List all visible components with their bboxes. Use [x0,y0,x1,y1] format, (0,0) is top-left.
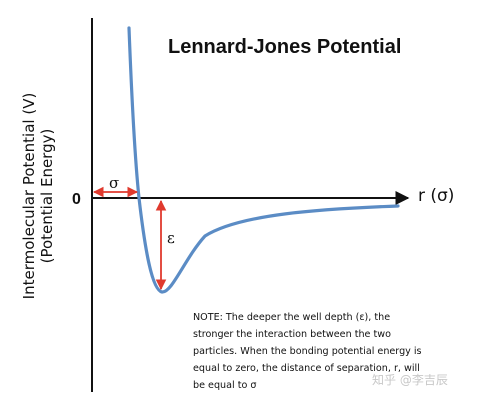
y-axis-label-line2: (Potential Energy) [38,128,56,264]
epsilon-label: ε [167,229,175,247]
sigma-label: σ [109,174,120,192]
y-axis-label: Intermolecular Potential (V) (Potential … [20,93,56,300]
zero-label: 0 [72,191,81,208]
y-axis-label-line1: Intermolecular Potential (V) [20,92,38,300]
diagram-title: Lennard-Jones Potential [168,36,402,58]
watermark: 知乎 @李吉辰 [372,373,448,387]
x-axis-label: r (σ) [418,186,455,206]
potential-curve [127,26,400,294]
note-text: NOTE: The deeper the well depth (ε), the… [193,312,422,391]
